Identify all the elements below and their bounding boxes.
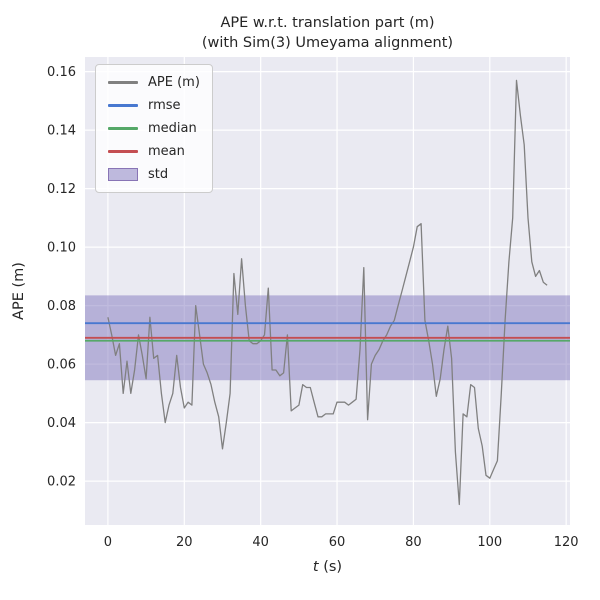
y-axis-label: APE (m) xyxy=(11,262,27,320)
y-tick-label: 0.04 xyxy=(47,416,76,431)
legend-item-mean: mean xyxy=(108,142,200,161)
y-tick-label: 0.14 xyxy=(47,124,76,139)
x-tick-label: 60 xyxy=(329,535,346,550)
x-axis-label: t (s) xyxy=(313,559,342,575)
ape-line xyxy=(107,79,548,506)
y-tick-label: 0.10 xyxy=(47,241,76,256)
rmse-line-swatch xyxy=(108,104,138,107)
chart-title-line1: APE w.r.t. translation part (m) xyxy=(220,15,435,31)
chart-title: APE w.r.t. translation part (m) (with Si… xyxy=(85,13,570,53)
legend-label-mean: mean xyxy=(148,144,185,159)
chart-title-line2: (with Sim(3) Umeyama alignment) xyxy=(201,35,454,51)
x-tick-label: 100 xyxy=(477,535,502,550)
legend-item-median: median xyxy=(108,119,200,138)
x-tick-label: 80 xyxy=(405,535,422,550)
y-tick-label: 0.02 xyxy=(47,475,76,490)
legend-item-std: std xyxy=(108,165,200,184)
x-tick-label: 40 xyxy=(252,535,269,550)
legend: APE (m) rmse median mean std xyxy=(95,64,213,193)
x-tick-label: 0 xyxy=(104,535,112,550)
x-tick-label: 120 xyxy=(554,535,579,550)
legend-label-median: median xyxy=(148,121,197,136)
ape-line-swatch xyxy=(108,81,138,84)
std-patch-swatch xyxy=(108,168,138,181)
legend-label-ape: APE (m) xyxy=(148,75,200,90)
legend-item-ape: APE (m) xyxy=(108,73,200,92)
median-line-swatch xyxy=(108,127,138,130)
y-tick-label: 0.12 xyxy=(47,182,76,197)
y-tick-label: 0.16 xyxy=(47,65,76,80)
y-tick-label: 0.08 xyxy=(47,299,76,314)
legend-item-rmse: rmse xyxy=(108,96,200,115)
mean-line-swatch xyxy=(108,150,138,153)
legend-label-rmse: rmse xyxy=(148,98,181,113)
y-tick-label: 0.06 xyxy=(47,358,76,373)
legend-label-std: std xyxy=(148,167,169,182)
x-tick-label: 20 xyxy=(176,535,193,550)
